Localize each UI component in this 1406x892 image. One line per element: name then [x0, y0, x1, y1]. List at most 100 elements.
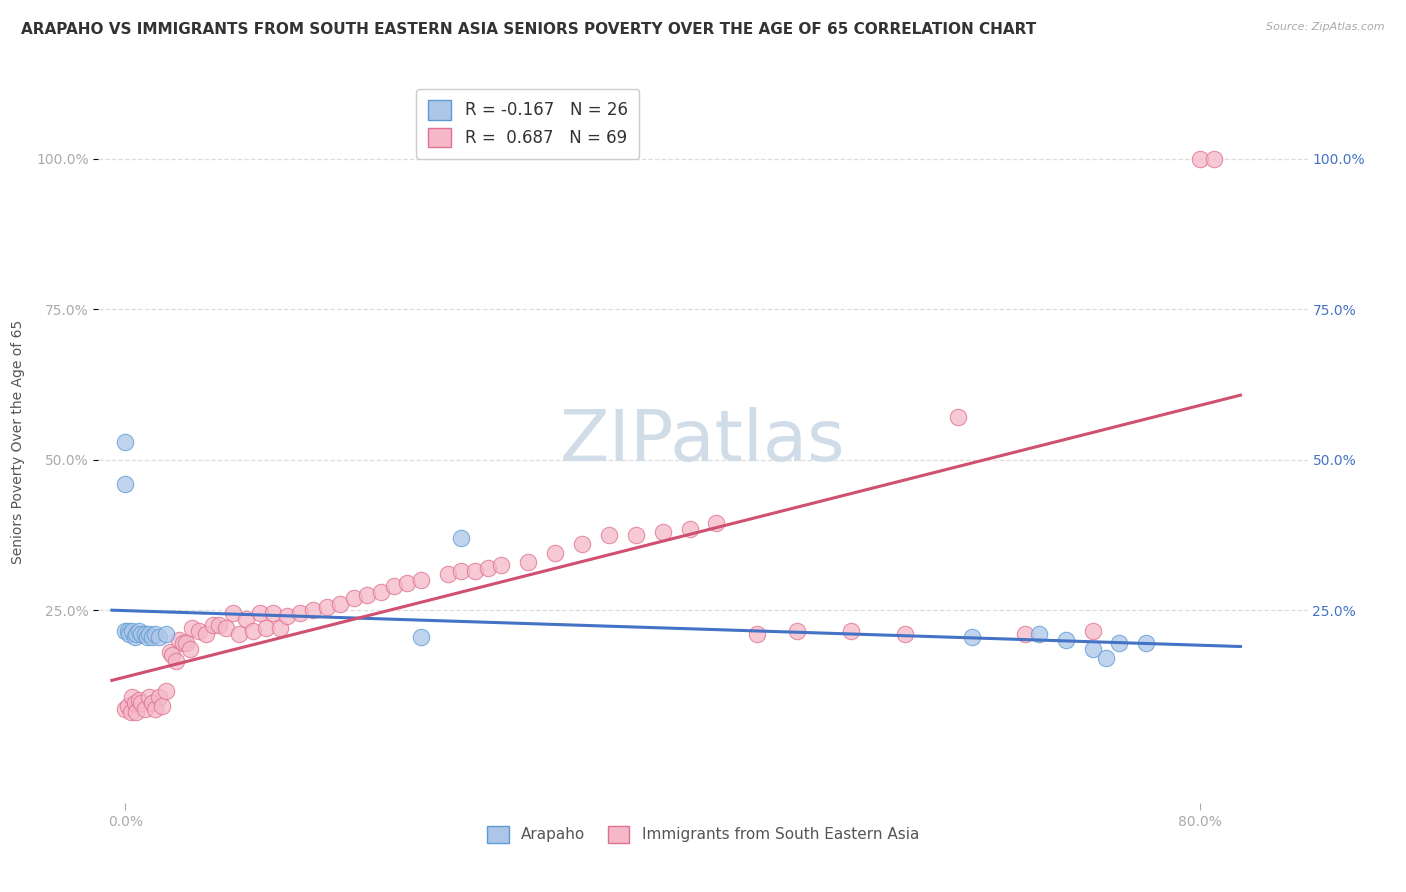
Text: ZIPatlas: ZIPatlas — [560, 407, 846, 476]
Point — [141, 697, 163, 711]
Point — [114, 434, 136, 449]
Point — [131, 627, 153, 641]
Point — [114, 476, 136, 491]
Point — [155, 627, 177, 641]
Point — [128, 693, 150, 707]
Point — [315, 600, 337, 615]
Point — [343, 591, 366, 606]
Legend: Arapaho, Immigrants from South Eastern Asia: Arapaho, Immigrants from South Eastern A… — [481, 820, 925, 849]
Point — [148, 630, 170, 644]
Point — [1081, 624, 1104, 639]
Point — [114, 702, 136, 716]
Point — [181, 621, 204, 635]
Point — [960, 630, 983, 644]
Point — [138, 627, 160, 641]
Point — [141, 630, 163, 644]
Point — [302, 603, 325, 617]
Point — [1135, 636, 1157, 650]
Point — [678, 522, 700, 536]
Point — [450, 564, 472, 578]
Point — [1054, 633, 1077, 648]
Point — [477, 561, 499, 575]
Point — [155, 684, 177, 698]
Point — [150, 699, 173, 714]
Point — [138, 690, 160, 705]
Point — [1028, 627, 1050, 641]
Point — [172, 636, 194, 650]
Point — [143, 702, 166, 716]
Point — [893, 627, 915, 641]
Point — [1095, 651, 1118, 665]
Point — [1189, 152, 1212, 166]
Point — [329, 597, 352, 611]
Point — [436, 567, 458, 582]
Point — [222, 606, 245, 620]
Point — [120, 706, 142, 720]
Point — [124, 697, 146, 711]
Point — [396, 576, 419, 591]
Point — [254, 621, 277, 635]
Point — [121, 690, 143, 705]
Point — [118, 627, 141, 641]
Point — [786, 624, 808, 639]
Point — [128, 624, 150, 639]
Y-axis label: Seniors Poverty Over the Age of 65: Seniors Poverty Over the Age of 65 — [11, 319, 25, 564]
Point — [491, 558, 513, 572]
Point — [356, 588, 378, 602]
Text: Source: ZipAtlas.com: Source: ZipAtlas.com — [1267, 22, 1385, 32]
Point — [117, 699, 139, 714]
Point — [131, 697, 153, 711]
Point — [651, 524, 673, 539]
Point — [235, 612, 257, 626]
Point — [269, 621, 291, 635]
Point — [382, 579, 405, 593]
Point — [276, 609, 298, 624]
Point — [370, 585, 392, 599]
Point — [174, 636, 197, 650]
Text: ARAPAHO VS IMMIGRANTS FROM SOUTH EASTERN ASIA SENIORS POVERTY OVER THE AGE OF 65: ARAPAHO VS IMMIGRANTS FROM SOUTH EASTERN… — [21, 22, 1036, 37]
Point — [706, 516, 728, 530]
Point — [571, 537, 593, 551]
Point — [624, 528, 647, 542]
Point — [134, 702, 156, 716]
Point — [745, 627, 768, 641]
Point — [228, 627, 250, 641]
Point — [517, 555, 540, 569]
Point — [262, 606, 284, 620]
Point — [249, 606, 271, 620]
Point — [1081, 642, 1104, 657]
Point — [1014, 627, 1036, 641]
Point — [124, 630, 146, 644]
Point — [148, 690, 170, 705]
Point — [125, 706, 148, 720]
Point — [162, 648, 184, 663]
Point — [544, 546, 567, 560]
Point — [159, 645, 181, 659]
Point — [125, 627, 148, 641]
Point — [121, 624, 143, 639]
Point — [194, 627, 217, 641]
Point — [215, 621, 238, 635]
Point — [165, 654, 187, 668]
Point — [167, 633, 190, 648]
Point — [839, 624, 862, 639]
Point — [143, 627, 166, 641]
Point — [464, 564, 486, 578]
Point — [1108, 636, 1130, 650]
Point — [135, 630, 157, 644]
Point — [288, 606, 311, 620]
Point — [114, 624, 136, 639]
Point — [188, 624, 211, 639]
Point — [450, 531, 472, 545]
Point — [201, 618, 224, 632]
Point — [598, 528, 620, 542]
Point — [948, 410, 970, 425]
Point — [409, 573, 432, 587]
Point — [208, 618, 231, 632]
Point — [134, 627, 156, 641]
Point — [409, 630, 432, 644]
Point — [1202, 152, 1225, 166]
Point — [242, 624, 264, 639]
Point — [179, 642, 201, 657]
Point — [117, 624, 139, 639]
